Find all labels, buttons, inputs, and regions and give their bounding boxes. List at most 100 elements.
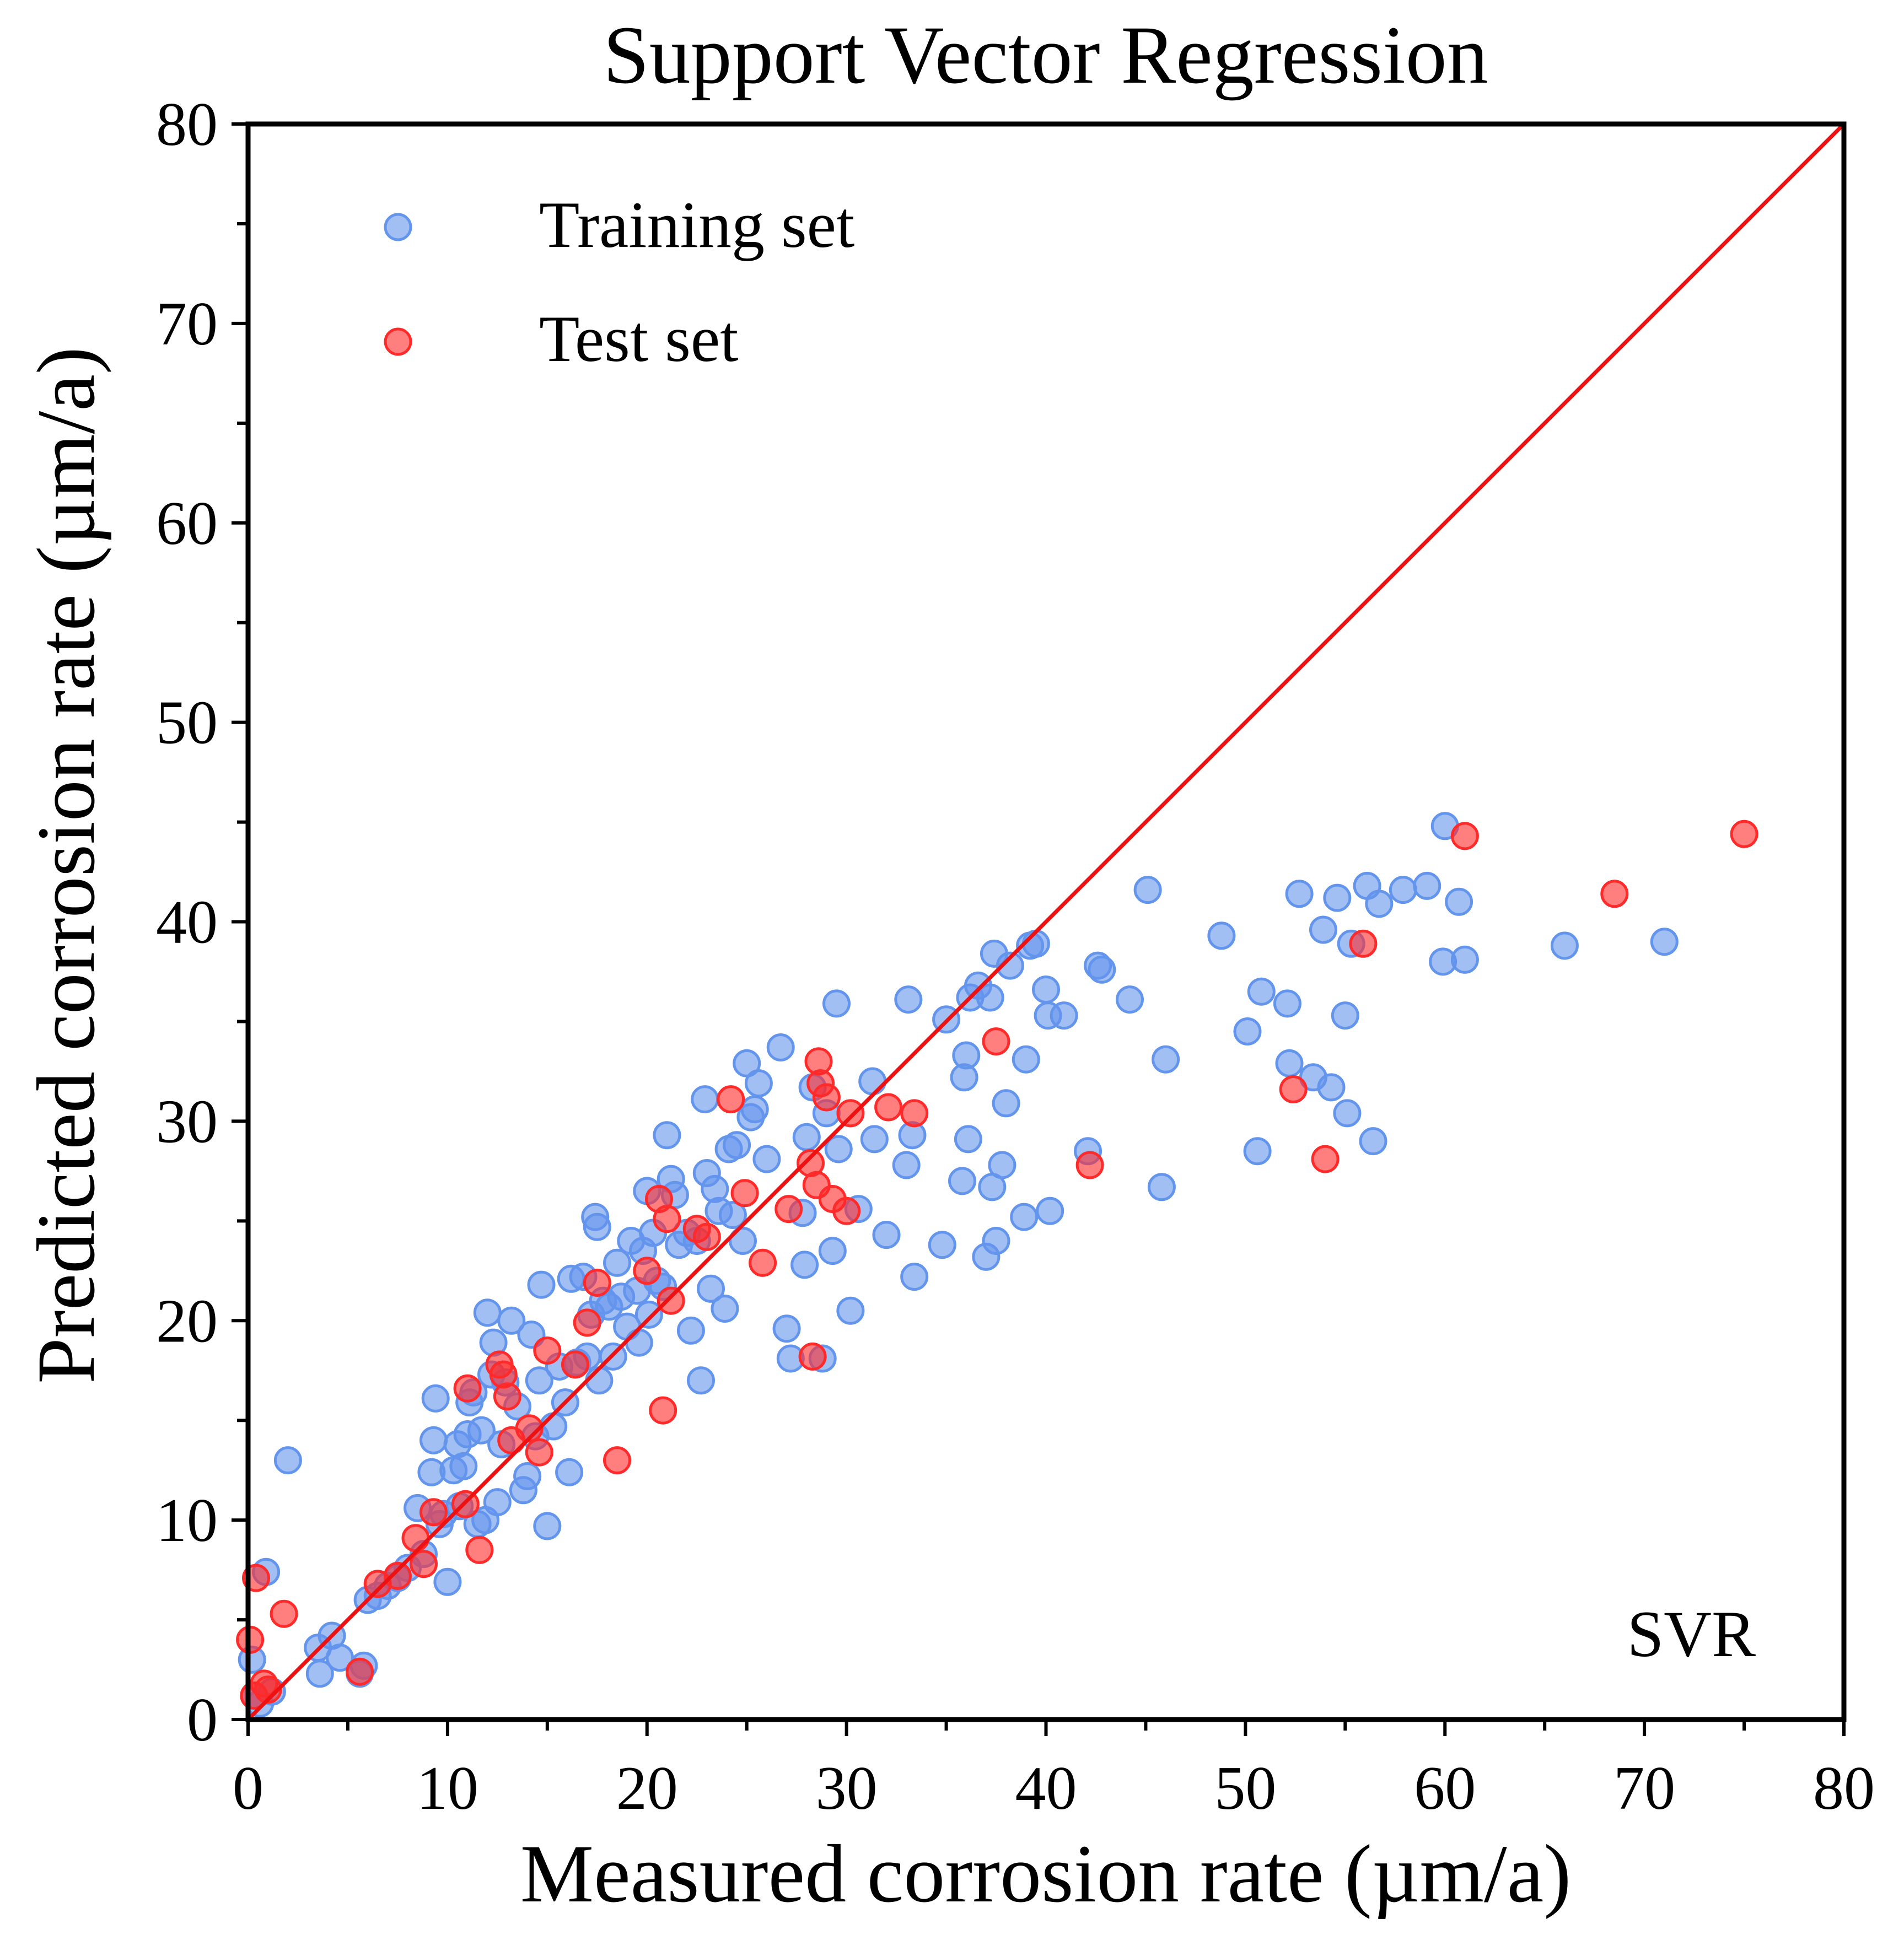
training-point	[603, 1248, 631, 1277]
training-point	[792, 1123, 821, 1151]
training-point	[1036, 1197, 1064, 1225]
training-point	[1021, 929, 1050, 958]
training-point	[1088, 955, 1116, 984]
test-point	[1279, 1075, 1308, 1103]
test-point	[1075, 1151, 1104, 1179]
test-point	[717, 1085, 745, 1114]
x-tick-label: 40	[1015, 1754, 1077, 1823]
training-point	[1413, 871, 1442, 900]
y-tick-label: 50	[156, 689, 218, 757]
training-point	[691, 1085, 719, 1114]
training-point	[525, 1366, 553, 1395]
training-point	[818, 1237, 847, 1265]
test-point	[1349, 929, 1378, 958]
training-point	[473, 1298, 502, 1327]
test-point	[533, 1336, 562, 1365]
training-point	[822, 989, 851, 1018]
training-point	[1309, 915, 1337, 944]
reference-line-layer	[246, 122, 1846, 1721]
training-point	[539, 1412, 568, 1441]
training-point	[1359, 1127, 1387, 1156]
training-point	[1243, 1137, 1272, 1166]
training-point	[954, 1125, 982, 1154]
x-tick-label: 80	[1813, 1754, 1875, 1823]
legend-label-training: Training set	[539, 188, 854, 261]
training-point	[1445, 887, 1473, 916]
legend-marker-training	[384, 213, 412, 241]
training-point	[527, 1270, 556, 1299]
training-point	[1323, 883, 1352, 912]
training-point	[744, 1069, 773, 1098]
y-tick-label: 40	[156, 888, 218, 957]
training-point	[723, 1131, 751, 1160]
training-point	[1550, 931, 1579, 960]
training-point	[1450, 945, 1479, 974]
training-point	[634, 1300, 663, 1329]
test-point	[836, 1099, 865, 1128]
svr-annotation: SVR	[1627, 1597, 1756, 1670]
x-axis-label: Measured corrosion rate (µm/a)	[520, 1828, 1572, 1920]
training-point	[836, 1296, 865, 1325]
x-tick-label: 30	[816, 1754, 878, 1823]
chart-title: Support Vector Regression	[603, 9, 1488, 101]
test-point	[874, 1093, 903, 1122]
training-point	[676, 1316, 705, 1345]
x-tick-label: 60	[1414, 1754, 1476, 1823]
points-layer	[236, 812, 1758, 1718]
training-point	[729, 1227, 757, 1255]
axis-ticks-layer: 0 10 20 30 40 50 60 70 80 0 10 20 30 40 50 60 70 80	[156, 90, 1875, 1823]
training-point	[697, 1274, 725, 1303]
test-point	[692, 1222, 721, 1251]
training-point	[1285, 880, 1314, 908]
x-tick-label: 10	[417, 1754, 478, 1823]
test-point	[982, 1027, 1010, 1056]
training-point	[1247, 977, 1276, 1006]
test-point	[465, 1535, 494, 1564]
test-point	[730, 1179, 759, 1208]
training-point	[625, 1328, 653, 1357]
training-point	[928, 1231, 956, 1259]
test-point	[812, 1083, 841, 1112]
training-point	[1275, 1049, 1304, 1077]
test-point	[401, 1524, 430, 1553]
test-point	[346, 1657, 374, 1686]
x-tick-label: 20	[616, 1754, 678, 1823]
test-point	[419, 1498, 448, 1527]
legend: Training set Test set	[384, 188, 854, 375]
training-point	[433, 1567, 462, 1596]
x-tick-label: 50	[1214, 1754, 1276, 1823]
test-point	[1311, 1145, 1340, 1173]
x-tick-label: 0	[233, 1754, 263, 1823]
training-point	[860, 1125, 889, 1154]
training-point	[1317, 1073, 1346, 1102]
training-point	[1273, 989, 1301, 1018]
training-point	[273, 1446, 302, 1475]
training-point	[858, 1067, 887, 1096]
y-tick-label: 10	[156, 1486, 218, 1555]
training-point	[1365, 890, 1394, 918]
test-point	[1600, 880, 1629, 908]
training-point	[1207, 921, 1236, 950]
training-point	[872, 1221, 901, 1249]
training-point	[421, 1384, 450, 1413]
training-point	[740, 1095, 769, 1124]
training-point	[1331, 1001, 1359, 1030]
y-tick-label: 30	[156, 1087, 218, 1156]
test-point	[573, 1308, 601, 1337]
test-point	[653, 1205, 681, 1233]
training-point	[752, 1145, 781, 1173]
test-point	[774, 1195, 803, 1224]
training-point	[982, 1227, 1010, 1255]
training-point	[1012, 1045, 1040, 1074]
training-point	[996, 951, 1024, 980]
test-point	[657, 1286, 685, 1315]
training-point	[1147, 1173, 1176, 1201]
training-point	[583, 1212, 611, 1241]
test-point	[583, 1269, 611, 1297]
training-point	[513, 1462, 542, 1490]
test-point	[649, 1396, 677, 1425]
test-point	[525, 1438, 553, 1467]
training-point	[1050, 1001, 1078, 1030]
training-point	[790, 1251, 819, 1279]
